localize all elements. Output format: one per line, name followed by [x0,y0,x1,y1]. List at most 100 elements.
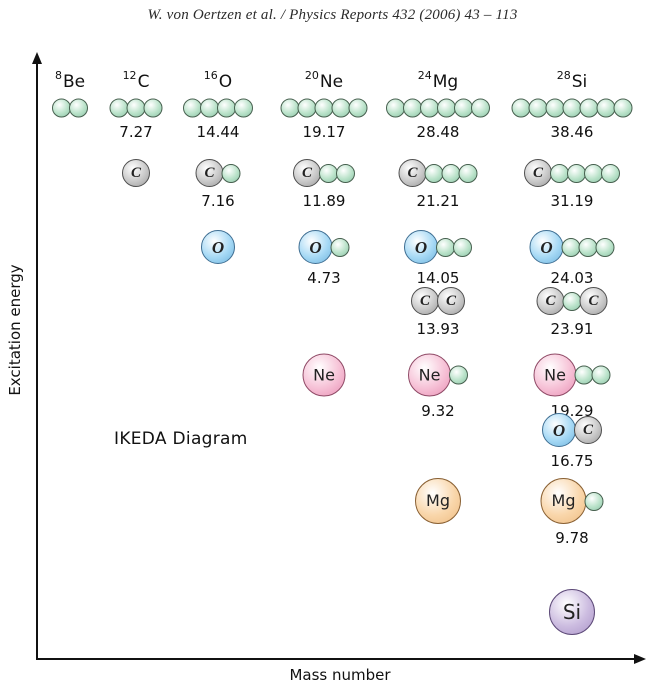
cluster-config-alpha-alpha-alpha [109,98,163,118]
alpha-particle-ball [591,365,611,385]
alpha-particle-ball [449,365,468,385]
cluster-config-alpha-alpha-alpha-alpha [183,98,253,118]
element-symbol: O [218,71,233,92]
cluster-config-alpha-alpha-alpha-alpha-alpha [280,98,368,118]
o-nucleus-ball: O [298,230,333,264]
mass-number-superscript: 8 [54,69,62,83]
alpha-particle-ball [601,163,620,183]
threshold-energy-value: 13.93 [416,320,460,338]
alpha-particle-ball [143,98,163,118]
c-nucleus-ball: C [579,287,608,315]
mass-number-superscript: 12 [122,69,137,83]
alpha-particle-ball [471,98,490,118]
threshold-energy-value: 38.46 [550,122,594,141]
y-axis-line [36,63,38,660]
paper-citation-header: W. von Oertzen et al. / Physics Reports … [147,7,518,23]
threshold-energy-value: 9.32 [421,401,455,420]
alpha-particle-ball [613,98,633,118]
threshold-energy-value: 23.91 [550,320,594,338]
threshold-energy-value: 4.73 [307,269,341,287]
mass-number-superscript: 24 [417,69,432,83]
mg-nucleus-ball: Mg [540,478,587,524]
cluster-config-O: O [201,230,235,264]
o-nucleus-ball: O [542,413,576,447]
cluster-config-alpha-alpha [52,98,88,118]
cluster-config-Ne-alpha: Ne [408,353,468,397]
threshold-energy-value: 9.78 [555,529,589,547]
x-axis-label: Mass number [289,666,391,684]
threshold-energy-value: 7.27 [119,122,153,141]
column-label-be: 8Be [54,69,86,92]
alpha-particle-ball [221,163,241,183]
cluster-config-C-alpha-alpha-alpha-alpha: C [524,159,620,187]
element-symbol: Si [571,71,588,92]
c-nucleus-ball: C [195,159,224,187]
element-symbol: Mg [432,71,459,92]
ikeda-diagram-annotation: IKEDA Diagram [114,429,248,449]
element-symbol: C [137,71,150,92]
column-label-c: 12C [122,69,150,92]
o-nucleus-ball: O [201,230,235,264]
mass-number-superscript: 20 [304,69,319,83]
y-axis-label: Excitation energy [6,264,24,396]
threshold-energy-value: 21.21 [416,192,460,210]
si-nucleus-ball: Si [549,589,595,635]
y-axis-arrow-icon [32,52,42,64]
ne-nucleus-ball: Ne [302,353,346,397]
cluster-config-alpha-alpha-alpha-alpha-alpha-alpha-alpha [511,98,633,118]
element-symbol: Be [62,71,86,92]
mass-number-superscript: 16 [203,69,218,83]
cluster-config-Mg: Mg [415,478,461,524]
c-nucleus-ball: C [524,159,552,187]
alpha-particle-ball [330,237,350,257]
cluster-config-Mg-alpha: Mg [540,478,604,524]
cluster-config-O-alpha-alpha-alpha: O [529,230,615,264]
column-label-si: 28Si [557,69,588,92]
ne-nucleus-ball: Ne [533,353,577,397]
c-nucleus-ball: C [536,287,565,315]
threshold-energy-value: 14.44 [196,122,240,141]
column-label-mg: 24Mg [417,69,459,92]
ne-nucleus-ball: Ne [408,353,451,397]
c-nucleus-ball: C [398,159,427,187]
threshold-energy-value: 11.89 [302,192,346,210]
threshold-energy-value: 31.19 [550,192,594,210]
cluster-config-C-alpha: C [195,159,241,187]
c-nucleus-ball: C [411,287,439,315]
element-symbol: Ne [319,71,344,92]
mg-nucleus-ball: Mg [415,478,461,524]
threshold-energy-value: 7.16 [201,192,235,210]
c-nucleus-ball: C [437,287,465,315]
alpha-particle-ball [584,491,604,511]
o-nucleus-ball: O [404,230,438,264]
cluster-config-O-alpha-alpha: O [404,230,472,264]
c-nucleus-ball: C [122,159,150,187]
column-label-ne: 20Ne [304,69,344,92]
alpha-particle-ball [348,98,368,118]
threshold-energy-value: 14.05 [416,269,460,287]
alpha-particle-ball [595,237,615,257]
cluster-config-C-alpha-alpha-alpha: C [398,159,478,187]
alpha-particle-ball [453,237,472,257]
cluster-config-Ne-alpha-alpha: Ne [533,353,611,397]
alpha-particle-ball [234,98,253,118]
threshold-energy-value: 16.75 [550,452,594,470]
cluster-config-C-alpha-alpha: C [293,159,355,187]
threshold-energy-value: 24.03 [550,269,594,287]
cluster-config-Ne: Ne [302,353,346,397]
alpha-particle-ball [69,98,88,118]
cluster-config-O-alpha: O [298,230,350,264]
cluster-config-C: C [122,159,150,187]
alpha-particle-ball [336,163,355,183]
cluster-config-Si: Si [549,589,595,635]
cluster-config-alpha-alpha-alpha-alpha-alpha-alpha [386,98,490,118]
threshold-energy-value: 28.48 [416,122,460,141]
o-nucleus-ball: O [529,230,564,264]
x-axis-arrow-icon [634,654,646,664]
c-nucleus-ball: C [293,159,321,187]
x-axis-line [36,658,636,660]
